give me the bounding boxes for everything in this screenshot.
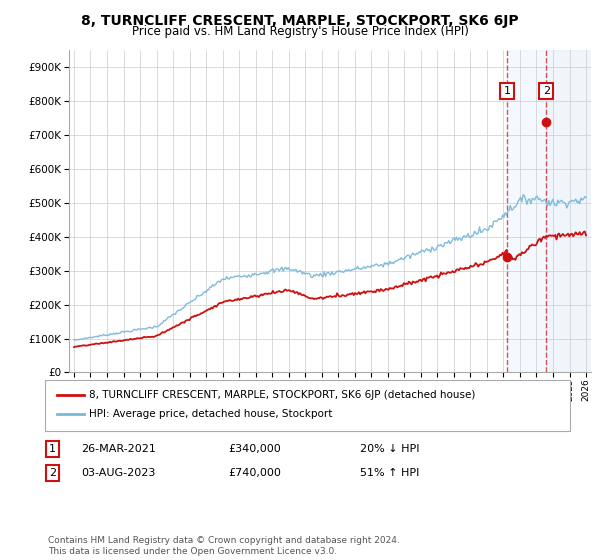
Text: 51% ↑ HPI: 51% ↑ HPI — [360, 468, 419, 478]
Text: 26-MAR-2021: 26-MAR-2021 — [81, 444, 156, 454]
Text: 20% ↓ HPI: 20% ↓ HPI — [360, 444, 419, 454]
Text: 8, TURNCLIFF CRESCENT, MARPLE, STOCKPORT, SK6 6JP (detached house): 8, TURNCLIFF CRESCENT, MARPLE, STOCKPORT… — [89, 390, 475, 400]
Bar — [546, 50, 595, 372]
Text: £740,000: £740,000 — [228, 468, 281, 478]
Text: 1: 1 — [49, 444, 56, 454]
Text: Contains HM Land Registry data © Crown copyright and database right 2024.
This d: Contains HM Land Registry data © Crown c… — [48, 536, 400, 556]
Bar — [507, 50, 546, 372]
Bar — [546, 50, 595, 372]
Text: 8, TURNCLIFF CRESCENT, MARPLE, STOCKPORT, SK6 6JP: 8, TURNCLIFF CRESCENT, MARPLE, STOCKPORT… — [81, 14, 519, 28]
Text: 2: 2 — [542, 86, 550, 96]
Text: £340,000: £340,000 — [228, 444, 281, 454]
Text: HPI: Average price, detached house, Stockport: HPI: Average price, detached house, Stoc… — [89, 409, 332, 419]
Text: 1: 1 — [504, 86, 511, 96]
Text: 03-AUG-2023: 03-AUG-2023 — [81, 468, 155, 478]
Text: 2: 2 — [49, 468, 56, 478]
Text: Price paid vs. HM Land Registry's House Price Index (HPI): Price paid vs. HM Land Registry's House … — [131, 25, 469, 38]
